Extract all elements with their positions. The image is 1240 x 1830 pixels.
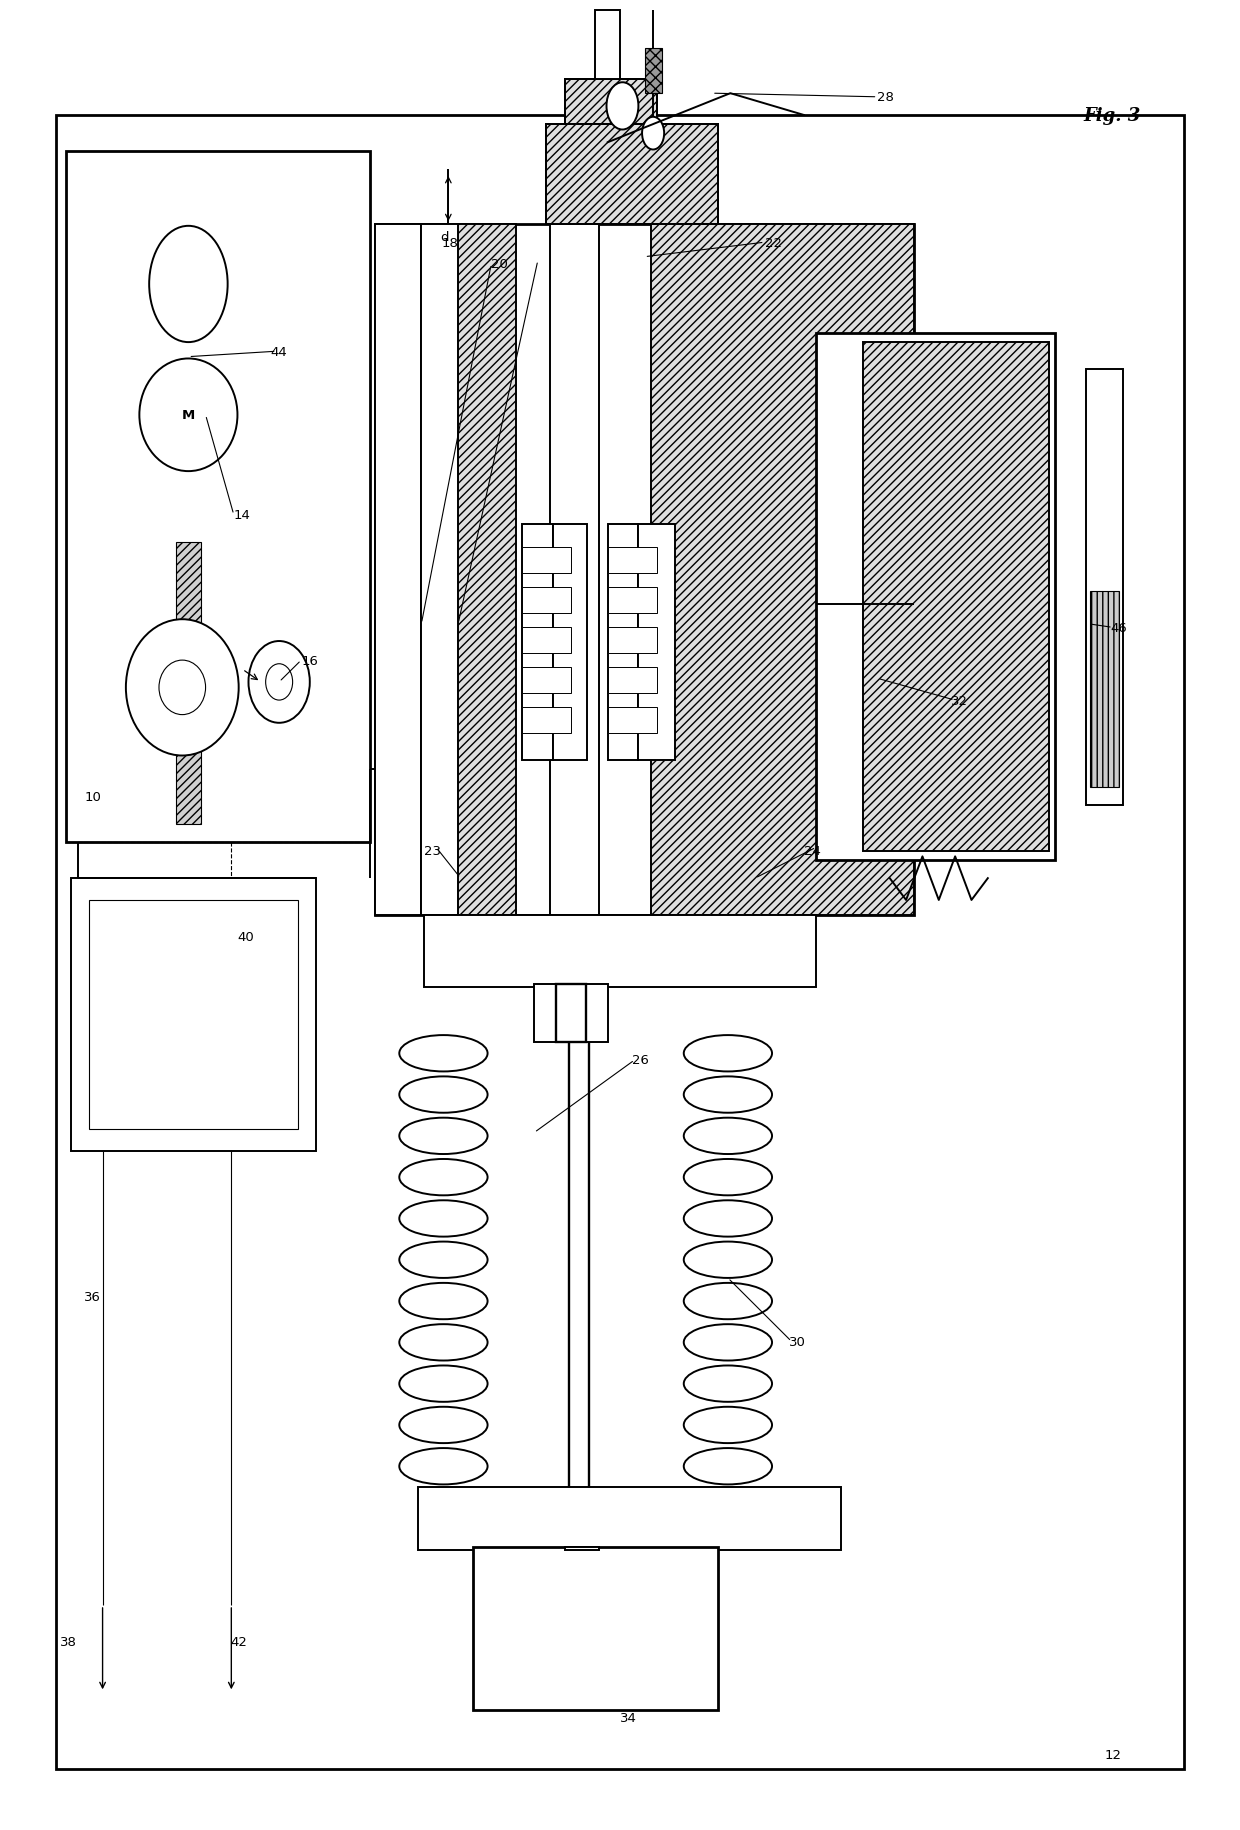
Bar xyxy=(608,587,657,613)
Ellipse shape xyxy=(399,1036,487,1072)
Ellipse shape xyxy=(683,1325,773,1362)
Bar xyxy=(608,668,657,694)
Bar xyxy=(66,152,370,842)
Text: 24: 24 xyxy=(804,845,821,858)
Bar xyxy=(374,225,516,915)
Bar xyxy=(522,628,570,653)
Bar xyxy=(608,525,639,761)
Text: 14: 14 xyxy=(234,509,250,522)
Bar xyxy=(645,49,662,93)
Ellipse shape xyxy=(399,1283,487,1319)
Ellipse shape xyxy=(399,1076,487,1113)
Bar xyxy=(422,225,458,915)
Text: Fig. 3: Fig. 3 xyxy=(1084,106,1141,124)
Ellipse shape xyxy=(159,661,206,716)
Bar xyxy=(472,1546,718,1711)
Ellipse shape xyxy=(248,642,310,723)
Bar xyxy=(374,225,422,915)
Bar xyxy=(863,342,1049,851)
Text: 40: 40 xyxy=(237,930,254,942)
Text: 10: 10 xyxy=(84,791,102,803)
Bar xyxy=(639,525,675,761)
Ellipse shape xyxy=(683,1160,773,1195)
Text: 22: 22 xyxy=(765,236,781,249)
Bar xyxy=(565,79,657,124)
Text: d: d xyxy=(440,231,449,243)
Ellipse shape xyxy=(683,1283,773,1319)
Text: M: M xyxy=(182,410,195,423)
Text: 28: 28 xyxy=(878,92,894,104)
Text: 20: 20 xyxy=(491,258,508,271)
Text: 12: 12 xyxy=(1105,1748,1121,1760)
Bar xyxy=(1086,370,1122,805)
Bar xyxy=(522,525,553,761)
Bar xyxy=(71,878,316,1151)
Ellipse shape xyxy=(399,1325,487,1362)
Bar xyxy=(522,708,570,734)
Bar xyxy=(534,985,608,1041)
Ellipse shape xyxy=(139,359,237,472)
Circle shape xyxy=(149,227,228,342)
Text: 32: 32 xyxy=(951,694,968,706)
Ellipse shape xyxy=(683,1076,773,1113)
Bar xyxy=(608,708,657,734)
Bar xyxy=(547,124,718,225)
Bar xyxy=(547,124,718,225)
Ellipse shape xyxy=(399,1118,487,1155)
Bar xyxy=(816,333,1055,860)
Ellipse shape xyxy=(399,1160,487,1195)
Ellipse shape xyxy=(683,1365,773,1402)
Ellipse shape xyxy=(683,1036,773,1072)
Ellipse shape xyxy=(399,1407,487,1444)
Ellipse shape xyxy=(683,1200,773,1237)
Text: 34: 34 xyxy=(620,1711,637,1724)
Circle shape xyxy=(642,117,665,150)
Text: 30: 30 xyxy=(789,1336,806,1349)
Ellipse shape xyxy=(683,1243,773,1277)
Bar xyxy=(89,900,298,1129)
Text: 42: 42 xyxy=(231,1634,247,1649)
Bar xyxy=(418,1488,841,1550)
Text: 26: 26 xyxy=(632,1054,649,1067)
Bar xyxy=(424,915,816,988)
Text: 46: 46 xyxy=(1111,622,1127,635)
Bar xyxy=(522,549,570,573)
Bar xyxy=(608,549,657,573)
Ellipse shape xyxy=(126,620,238,756)
Text: 36: 36 xyxy=(84,1290,102,1303)
Bar xyxy=(651,225,914,915)
Bar xyxy=(551,225,599,915)
Text: 18: 18 xyxy=(441,236,458,249)
Bar xyxy=(595,11,620,79)
Bar xyxy=(522,587,570,613)
Bar xyxy=(522,668,570,694)
Ellipse shape xyxy=(683,1448,773,1484)
Text: 38: 38 xyxy=(60,1634,77,1649)
Bar xyxy=(176,544,201,824)
Circle shape xyxy=(606,82,639,130)
Ellipse shape xyxy=(399,1448,487,1484)
Bar xyxy=(565,79,657,124)
Bar xyxy=(1090,591,1118,789)
Ellipse shape xyxy=(399,1365,487,1402)
Bar xyxy=(374,225,914,915)
Ellipse shape xyxy=(399,1243,487,1277)
Ellipse shape xyxy=(399,1200,487,1237)
Ellipse shape xyxy=(683,1118,773,1155)
Text: 16: 16 xyxy=(301,655,319,668)
Text: 44: 44 xyxy=(270,346,288,359)
Bar xyxy=(557,985,585,1041)
Ellipse shape xyxy=(265,664,293,701)
Bar xyxy=(565,1546,599,1550)
Bar xyxy=(553,525,587,761)
Bar xyxy=(608,628,657,653)
Text: 23: 23 xyxy=(424,845,441,858)
Ellipse shape xyxy=(683,1407,773,1444)
